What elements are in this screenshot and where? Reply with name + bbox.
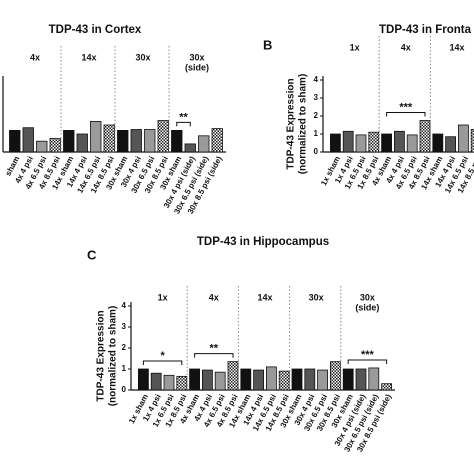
bar — [330, 361, 341, 391]
group-label: 1x — [350, 42, 360, 52]
bar — [253, 369, 264, 391]
significance-bracket — [347, 359, 388, 364]
bar — [9, 129, 21, 153]
group-label: 30x — [309, 292, 324, 302]
bar — [355, 134, 367, 153]
bar — [144, 129, 156, 153]
significance-label: *** — [399, 101, 413, 113]
bar — [157, 120, 169, 153]
bar — [240, 368, 252, 391]
y-tick-label: 0 — [314, 147, 319, 156]
group-label: 4x — [30, 52, 40, 62]
bar — [202, 369, 213, 391]
bar — [171, 129, 183, 153]
bar — [458, 124, 469, 153]
significance-label: *** — [361, 349, 375, 361]
chart-title: TDP-43 in Cortex — [49, 24, 142, 36]
group-label: 30x — [360, 292, 375, 302]
group-label: 14x — [81, 52, 96, 62]
group-label: 14x — [449, 42, 464, 52]
y-tick-label: 1 — [314, 129, 319, 138]
y-tick-label: 3 — [122, 322, 127, 331]
bar — [278, 370, 290, 391]
bar — [36, 140, 48, 153]
y-tick-label: 4 — [314, 75, 319, 84]
group-label: 30x — [189, 52, 204, 62]
y-axis-label: TDP-43 Expression — [96, 310, 107, 401]
bar — [355, 368, 367, 391]
y-tick-label: 4 — [122, 301, 127, 310]
bar — [470, 129, 474, 153]
significance-bracket — [194, 353, 234, 358]
group-label: 4x — [401, 42, 411, 52]
bar — [432, 133, 444, 153]
panel-label: B — [263, 37, 272, 52]
y-axis-label: (normalized to sham) — [298, 74, 309, 175]
bar — [117, 129, 129, 153]
bar — [291, 368, 303, 391]
bar — [189, 368, 200, 391]
bar — [184, 143, 196, 153]
y-tick-label: 2 — [122, 343, 127, 352]
bar — [211, 128, 223, 153]
bar — [22, 127, 34, 153]
bar — [368, 367, 380, 391]
bar — [342, 368, 354, 391]
y-axis-label: (normalized to sham) — [108, 306, 119, 407]
bar — [445, 136, 456, 153]
bar — [198, 135, 210, 153]
significance-bracket — [142, 360, 183, 365]
bar — [103, 124, 115, 153]
bar — [163, 374, 175, 391]
bar — [150, 372, 162, 391]
bar — [138, 368, 149, 391]
significance-bracket — [386, 112, 426, 117]
bar — [406, 134, 418, 153]
bar — [130, 129, 142, 153]
bar — [227, 361, 239, 391]
bar — [176, 375, 188, 391]
group-label: (side) — [185, 62, 209, 72]
significance-bracket — [176, 121, 191, 127]
bar — [76, 133, 88, 153]
bar — [266, 366, 277, 391]
significance-label: ** — [210, 343, 219, 355]
bar — [63, 129, 75, 153]
bar — [49, 138, 61, 153]
group-label: 14x — [257, 292, 272, 302]
bar — [368, 131, 380, 153]
bar — [317, 369, 328, 391]
group-label: 1x — [158, 292, 168, 302]
y-tick-label: 0 — [122, 385, 127, 394]
group-label: 4x — [209, 292, 219, 302]
chart-title: TDP-43 in Hippocampus — [197, 236, 329, 248]
y-tick-label: 2 — [314, 111, 319, 120]
bar — [342, 130, 354, 153]
bar — [214, 371, 226, 391]
panel-label: C — [87, 247, 97, 262]
group-label: (side) — [355, 302, 379, 312]
bar — [381, 133, 392, 153]
group-label: 30x — [135, 52, 150, 62]
bar — [419, 120, 431, 153]
y-tick-label: 1 — [122, 364, 127, 373]
y-tick-label: 3 — [314, 93, 319, 102]
bar — [381, 383, 392, 391]
bar — [394, 130, 405, 153]
bar — [304, 368, 316, 391]
y-axis-label: TDP-43 Expression — [286, 78, 297, 169]
chart-title: TDP-43 in Fronta — [379, 24, 472, 36]
bar — [330, 133, 341, 153]
significance-label: ** — [179, 111, 188, 123]
bar — [90, 121, 102, 153]
significance-label: * — [160, 350, 165, 362]
